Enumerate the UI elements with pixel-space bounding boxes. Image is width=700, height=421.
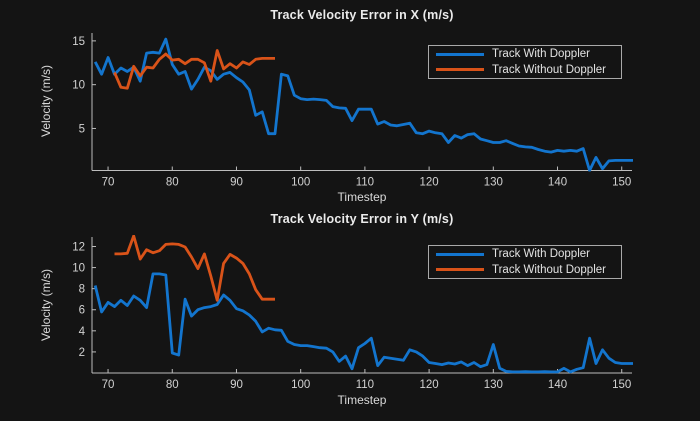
x-tick-label: 100 [291,379,310,391]
legend-line-sample-blue [436,52,484,56]
legend-label: Track Without Doppler [492,63,606,76]
y-tick-label: 15 [72,36,85,48]
series-line-track-with-doppler[interactable] [93,37,634,172]
x-tick-label: 120 [420,177,439,189]
legend-line-sample-orange [436,268,484,272]
x-tick-label: 90 [230,379,243,391]
chart-title-velocity-error-y: Track Velocity Error in Y (m/s) [270,212,454,226]
y-tick-label: 4 [79,326,86,338]
x-tick-label: 110 [356,177,374,189]
y-tick-label: 6 [79,305,85,317]
x-tick-label: 80 [166,379,179,391]
legend-item-without-doppler[interactable]: Track Without Doppler [429,263,621,277]
x-tick-label: 90 [230,177,243,189]
x-tick-label: 70 [102,379,115,391]
x-tick-label: 130 [484,379,503,391]
legend-item-without-doppler[interactable]: Track Without Doppler [429,63,621,77]
chart-title-velocity-error-x: Track Velocity Error in X (m/s) [270,8,454,22]
x-tick-label: 130 [484,177,503,189]
legend-label: Track Without Doppler [492,263,606,276]
legend-label: Track With Doppler [492,48,590,61]
y-axis-label-bottom: Velocity (m/s) [39,268,53,342]
legend-top: Track With Doppler Track Without Doppler [428,45,622,79]
series-line-track-with-doppler[interactable] [93,272,634,374]
legend-line-sample-blue [436,252,484,256]
x-tick-label: 80 [166,177,179,189]
x-tick-label: 120 [420,379,439,391]
y-tick-label: 5 [79,123,85,135]
y-axis-label-top: Velocity (m/s) [39,64,53,138]
series-line-track-without-doppler[interactable] [113,49,276,90]
x-axis-label-bottom: Timestep [337,393,387,407]
y-tick-label: 8 [79,284,85,296]
y-tick-label: 10 [72,263,85,275]
legend-item-with-doppler[interactable]: Track With Doppler [429,247,621,261]
x-tick-label: 140 [548,177,567,189]
x-tick-label: 70 [102,177,115,189]
y-tick-label: 10 [72,80,85,92]
x-tick-label: 140 [548,379,567,391]
series-line-track-without-doppler[interactable] [114,235,276,302]
legend-item-with-doppler[interactable]: Track With Doppler [429,47,621,61]
x-tick-label: 150 [612,379,631,391]
x-axis-label-top: Timestep [337,190,387,204]
x-tick-label: 150 [612,177,631,189]
y-tick-label: 2 [79,347,85,359]
x-tick-label: 100 [291,177,310,189]
legend-line-sample-orange [436,68,484,72]
legend-label: Track With Doppler [492,248,590,261]
y-tick-label: 12 [72,241,85,253]
x-tick-label: 110 [356,379,374,391]
legend-bottom: Track With Doppler Track Without Doppler [428,245,622,279]
